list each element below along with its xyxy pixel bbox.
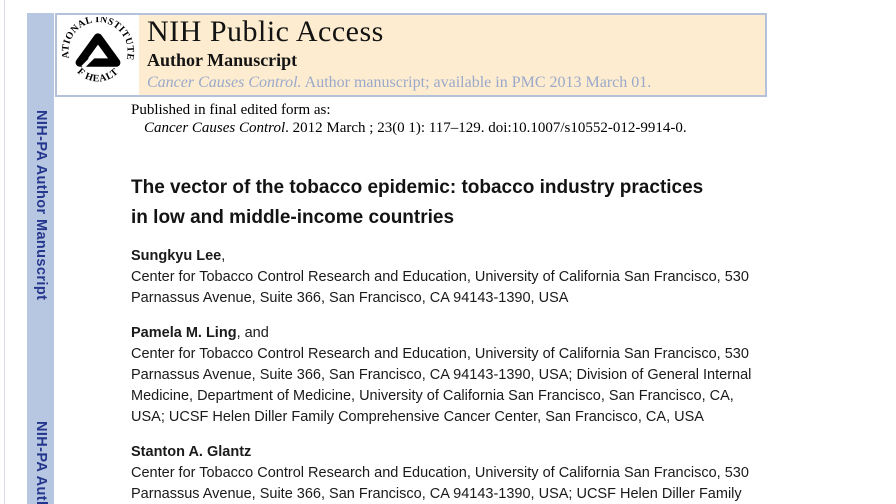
author-name: Stanton A. Glantz xyxy=(131,444,252,460)
author-name-line: Sungkyu Lee, xyxy=(131,246,779,267)
author-block: Stanton A. Glantz Center for Tobacco Con… xyxy=(131,442,779,504)
nih-public-access-banner: NATIONAL INSTITUTES OF HEALTH NIH Public… xyxy=(55,13,767,97)
author-affiliation: Center for Tobacco Control Research and … xyxy=(131,269,749,306)
page-edge-divider xyxy=(4,0,5,504)
published-citation-rest: . 2012 March ; 23(0 1): 117–129. doi:10.… xyxy=(285,120,687,136)
article-body: Published in final edited form as: Cance… xyxy=(131,101,779,504)
nihpa-watermark-text-bottom: NIH-PA Author Manuscript xyxy=(27,421,54,504)
author-list: Sungkyu Lee, Center for Tobacco Control … xyxy=(131,246,779,504)
author-affiliation: Center for Tobacco Control Research and … xyxy=(131,346,752,425)
author-name-line: Pamela M. Ling, and xyxy=(131,323,779,344)
author-name: Pamela M. Ling xyxy=(131,325,237,341)
published-journal-name: Cancer Causes Control xyxy=(144,120,286,136)
published-as-citation: Cancer Causes Control. 2012 March ; 23(0… xyxy=(144,119,779,137)
author-name-suffix: , and xyxy=(236,325,269,341)
author-name-line: Stanton A. Glantz xyxy=(131,442,779,463)
published-as-label: Published in final edited form as: xyxy=(131,102,331,118)
author-name: Sungkyu Lee xyxy=(131,248,222,264)
banner-title: NIH Public Access xyxy=(147,15,384,48)
banner-subtitle: Author Manuscript xyxy=(147,50,298,70)
nihpa-watermark-text-top: NIH-PA Author Manuscript xyxy=(33,110,49,301)
nih-seal-icon: NATIONAL INSTITUTES OF HEALTH xyxy=(60,17,135,85)
nih-logo: NATIONAL INSTITUTES OF HEALTH xyxy=(57,15,139,95)
author-block: Pamela M. Ling, and Center for Tobacco C… xyxy=(131,323,779,428)
nihpa-watermark-strip: NIH-PA Author Manuscript NIH-PA Author M… xyxy=(27,13,54,504)
author-affiliation: Center for Tobacco Control Research and … xyxy=(131,465,749,502)
article-title: The vector of the tobacco epidemic: toba… xyxy=(131,177,704,228)
banner-citation-journal[interactable]: Cancer Causes Control. xyxy=(147,74,302,91)
banner-citation-link[interactable]: Cancer Causes Control. Author manuscript… xyxy=(147,73,651,92)
author-block: Sungkyu Lee, Center for Tobacco Control … xyxy=(131,246,779,309)
banner-text-block: NIH Public Access Author Manuscript Canc… xyxy=(139,15,651,95)
nih-seal-mark xyxy=(75,33,121,69)
banner-citation-rest[interactable]: Author manuscript; available in PMC 2013… xyxy=(301,74,652,91)
author-name-suffix: , xyxy=(221,248,226,264)
